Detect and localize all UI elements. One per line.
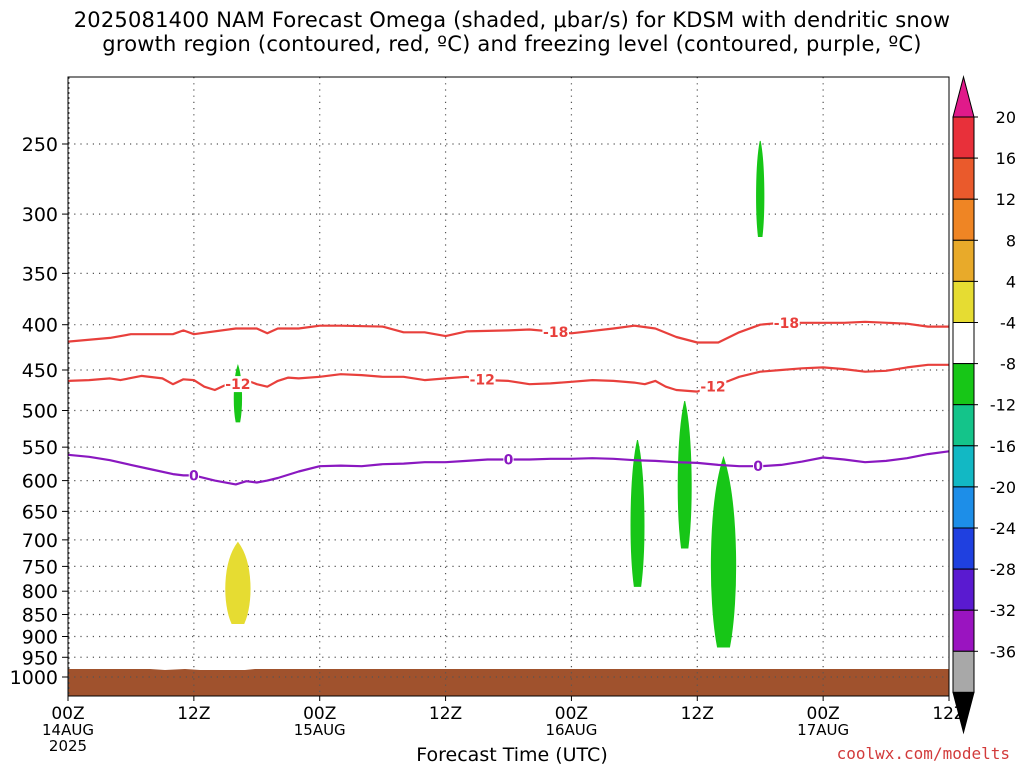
chart-title-line-1: 2025081400 NAM Forecast Omega (shaded, μ… [73,8,951,32]
contour-label-bg [773,314,800,331]
y-tick-label: 450 [22,360,58,382]
y-tick-label: 400 [22,315,58,337]
grid-layer [68,77,949,696]
colorbar-top-arrow [952,75,975,118]
colorbar-label: -20 [990,478,1016,497]
x-tick-label: 12Z [681,704,714,724]
colorbar-swatch [952,157,975,200]
contour-label-bg [542,323,569,340]
x-tick-label: 16AUG [545,721,597,739]
contour-label-bg [753,458,764,475]
x-tick-label: 00Z [807,704,840,724]
colorbar-swatch [952,445,975,488]
colorbar-swatch [952,486,975,529]
colorbar-label: 16 [996,149,1016,168]
plot-frame [67,76,950,697]
colorbar-label: 4 [1006,272,1016,291]
contour-label-bg [699,378,727,395]
contour-label-bg [503,451,514,468]
contour-layer: -18 -18 -12 -12 -12 0 0 0 [68,314,949,486]
omega-area [630,439,645,587]
colorbar-swatch [952,650,975,693]
colorbar-label: -24 [990,519,1016,538]
y-tick-label: 850 [22,605,58,627]
omega-area [677,401,692,549]
contour-label: -12 [700,379,725,395]
y-tick-label: 350 [22,263,58,285]
y-tick-label: 300 [22,204,58,226]
colorbar-label: -8 [1000,355,1016,374]
colorbar-label: -32 [990,601,1016,620]
x-axis-title: Forecast Time (UTC) [416,744,608,766]
y-tick-label: 500 [22,401,58,423]
colorbar-label: -36 [990,642,1016,661]
y-tick-label: 600 [22,471,58,493]
ground-fill [68,669,949,696]
y-tick-label: 800 [22,581,58,603]
contour-label: 0 [753,459,763,475]
colorbar-label: -12 [990,396,1016,415]
colorbar-swatch [952,404,975,447]
x-tick-label: 12Z [429,704,462,724]
colorbar-swatch [952,198,975,241]
colorbar-label: -4 [1000,314,1016,333]
x-tick-label: 15AUG [294,721,346,739]
x-tick-label: 00Z [51,704,84,724]
x-tick-label: 00Z [303,704,336,724]
colorbar-swatch [952,280,975,323]
ground-layer [68,669,949,696]
freezing-level-contour [68,450,949,486]
colorbar-swatch [952,527,975,570]
colorbar-swatch [952,568,975,611]
contour-label-bg [468,371,496,388]
omega-area [756,140,765,238]
contour-label: -12 [470,372,495,388]
y-tick-label: 950 [22,647,58,669]
contour-label: -12 [225,377,250,393]
x-tick-label: 17AUG [797,721,849,739]
omega-area [225,541,251,624]
colorbar-swatch [952,116,975,159]
y-tick-label: 250 [22,134,58,156]
colorbar-label: 8 [1006,231,1016,250]
colorbar-label: -28 [990,560,1016,579]
colorbar-swatch [952,363,975,406]
contour-label-bg [188,467,199,484]
dendritic-contour [68,363,949,393]
credit-text: coolwx.com/modelts [836,744,1010,763]
colorbar-swatch [952,609,975,652]
contour-label-bg [224,376,252,393]
contour-label: 0 [504,453,514,469]
x-tick-label: 00Z [555,704,588,724]
y-tick-label: 550 [22,437,58,459]
colorbar-swatch [952,322,975,365]
y-axis: 2503003504004505005506006507007508008509… [10,134,68,689]
omega-area [710,455,737,648]
x-tick-label: 2025 [49,737,87,755]
colorbar: 20 16 12 8 4 -4 -8 -12 -16 -20 -24 -28 -32 -36 [952,75,1016,735]
colorbar-bottom-arrow [952,691,975,735]
y-tick-label: 700 [22,530,58,552]
omega-shading-layer [225,140,765,648]
x-tick-label: 12Z [177,704,210,724]
y-tick-label: 750 [22,556,58,578]
chart-title-line-2: growth region (contoured, red, ºC) and f… [102,32,922,56]
colorbar-label: 20 [996,108,1016,127]
x-tick-label: 14AUG [42,721,94,739]
colorbar-label: -16 [990,437,1016,456]
y-tick-label: 900 [22,626,58,648]
colorbar-label: 12 [996,190,1016,209]
contour-label: 0 [189,468,199,484]
contour-label: -18 [543,325,568,341]
y-tick-label: 1000 [10,667,58,689]
colorbar-swatch [952,239,975,282]
contour-label: -18 [774,316,799,332]
omega-area [233,364,243,423]
y-tick-label: 650 [22,501,58,523]
